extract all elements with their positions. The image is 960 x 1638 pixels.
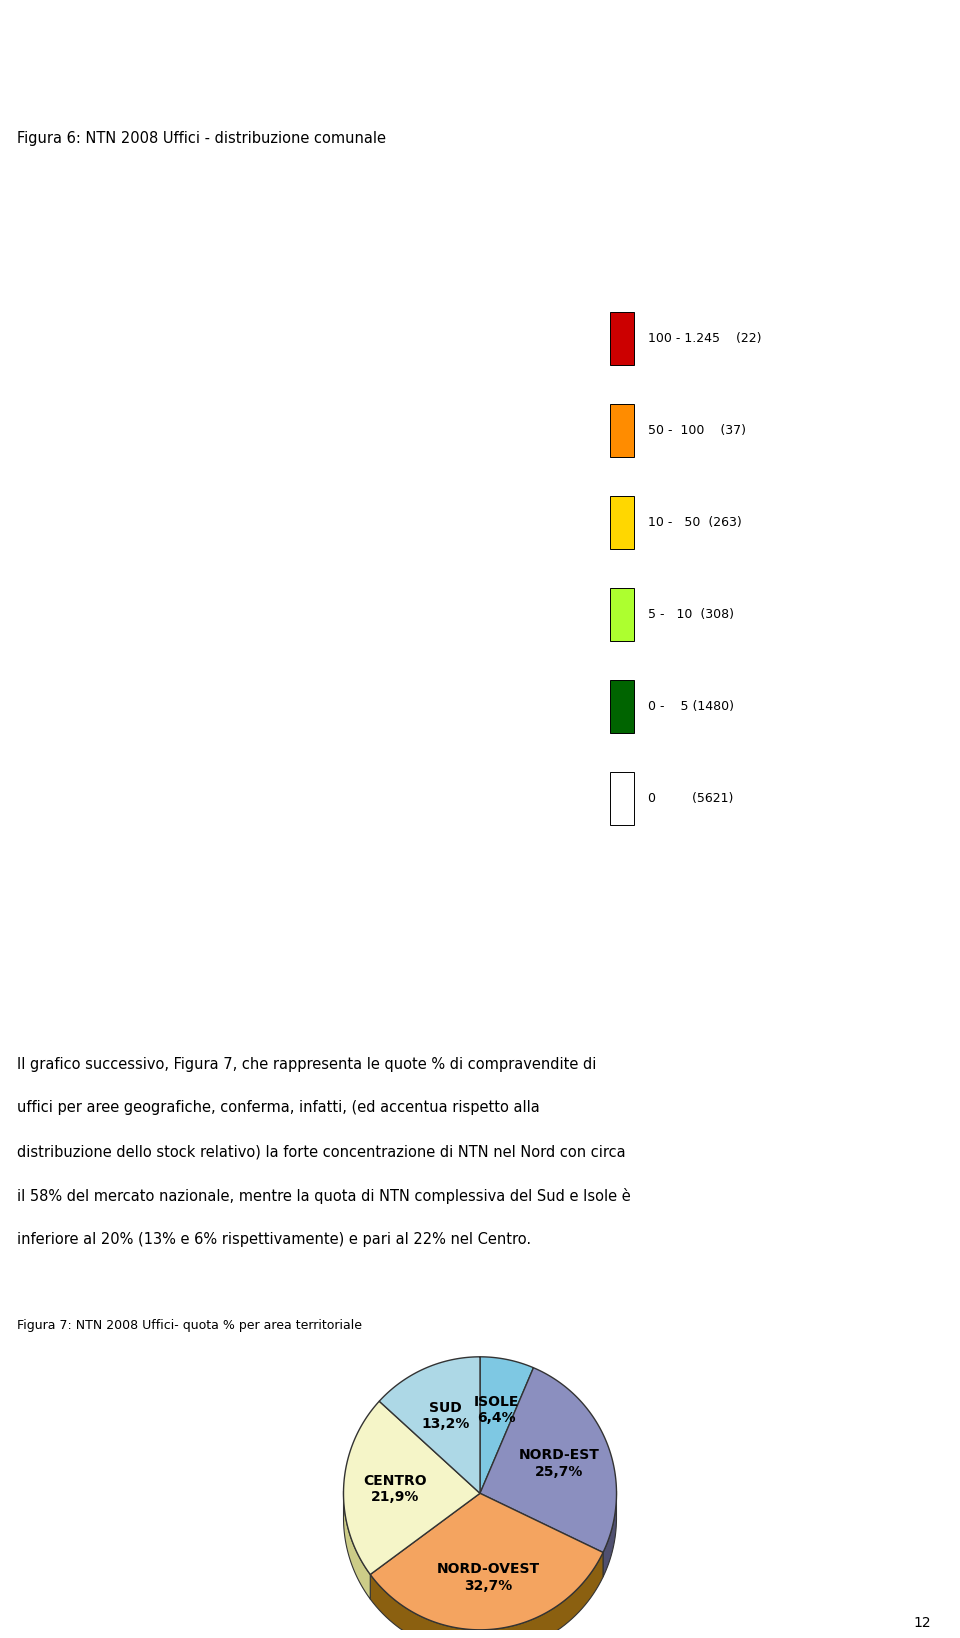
Polygon shape: [344, 1400, 480, 1574]
Text: Il grafico successivo, Figura 7, che rappresenta le quote % di compravendite di: Il grafico successivo, Figura 7, che rap…: [17, 1057, 597, 1071]
Text: uffici per aree geografiche, conferma, infatti, (ed accentua rispetto alla: uffici per aree geografiche, conferma, i…: [17, 1101, 540, 1115]
Text: 100 - 1.245    (22): 100 - 1.245 (22): [648, 333, 761, 346]
Bar: [610, 405, 634, 457]
Text: 5 -   10  (308): 5 - 10 (308): [648, 608, 734, 621]
Text: 0         (5621): 0 (5621): [648, 793, 733, 804]
Polygon shape: [371, 1494, 603, 1630]
Polygon shape: [480, 1368, 616, 1553]
Polygon shape: [480, 1356, 534, 1494]
Text: SUD
13,2%: SUD 13,2%: [421, 1400, 470, 1432]
Text: 50 -  100    (37): 50 - 100 (37): [648, 424, 746, 437]
Polygon shape: [371, 1553, 603, 1638]
Text: 12: 12: [914, 1617, 931, 1630]
Bar: [610, 588, 634, 640]
Text: inferiore al 20% (13% e 6% rispettivamente) e pari al 22% nel Centro.: inferiore al 20% (13% e 6% rispettivamen…: [17, 1232, 532, 1247]
Text: NORD-EST
25,7%: NORD-EST 25,7%: [518, 1448, 600, 1479]
Text: ISOLE
6,4%: ISOLE 6,4%: [474, 1396, 519, 1425]
Text: distribuzione dello stock relativo) la forte concentrazione di NTN nel Nord con : distribuzione dello stock relativo) la f…: [17, 1145, 626, 1160]
Bar: [610, 496, 634, 549]
Text: CENTRO
21,9%: CENTRO 21,9%: [364, 1474, 427, 1504]
Polygon shape: [344, 1491, 371, 1599]
Bar: [610, 771, 634, 826]
Text: Figura 6: NTN 2008 Uffici - distribuzione comunale: Figura 6: NTN 2008 Uffici - distribuzion…: [17, 131, 386, 146]
Bar: [610, 313, 634, 365]
Bar: [610, 680, 634, 732]
Polygon shape: [603, 1491, 616, 1577]
Text: 0 -    5 (1480): 0 - 5 (1480): [648, 699, 734, 713]
Text: 10 -   50  (263): 10 - 50 (263): [648, 516, 742, 529]
Text: NORD-OVEST
32,7%: NORD-OVEST 32,7%: [437, 1563, 540, 1592]
Polygon shape: [379, 1356, 480, 1494]
Text: Figura 7: NTN 2008 Uffici- quota % per area territoriale: Figura 7: NTN 2008 Uffici- quota % per a…: [17, 1319, 362, 1332]
Text: il 58% del mercato nazionale, mentre la quota di NTN complessiva del Sud e Isole: il 58% del mercato nazionale, mentre la …: [17, 1188, 631, 1204]
